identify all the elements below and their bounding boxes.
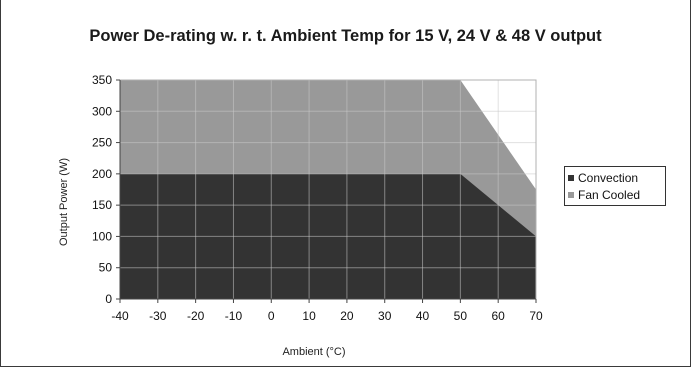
y-tick-label: 250 bbox=[92, 136, 112, 150]
x-tick-label: 20 bbox=[340, 309, 354, 323]
x-tick-label: -30 bbox=[149, 309, 167, 323]
y-tick-label: 200 bbox=[92, 167, 112, 181]
x-tick-label: -20 bbox=[187, 309, 205, 323]
x-tick-label: 40 bbox=[416, 309, 430, 323]
x-tick-label: 70 bbox=[529, 309, 543, 323]
x-tick-label: 60 bbox=[492, 309, 506, 323]
legend-swatch-fan-cooled bbox=[568, 191, 574, 198]
legend-item-fan-cooled: Fan Cooled bbox=[568, 186, 662, 203]
y-tick-label: 300 bbox=[92, 104, 112, 118]
axes bbox=[116, 79, 537, 303]
gridlines bbox=[119, 79, 537, 300]
series-areas bbox=[120, 80, 536, 299]
chart-legend: Convection Fan Cooled bbox=[564, 166, 666, 206]
x-tick-label: 10 bbox=[302, 309, 316, 323]
x-tick-label: -10 bbox=[225, 309, 243, 323]
legend-swatch-convection bbox=[568, 174, 574, 181]
y-tick-label: 50 bbox=[99, 261, 113, 275]
y-tick-label: 0 bbox=[105, 292, 112, 306]
x-tick-label: 0 bbox=[268, 309, 275, 323]
x-tick-label: 30 bbox=[378, 309, 392, 323]
x-tick-label: 50 bbox=[454, 309, 468, 323]
x-tick-label: -40 bbox=[111, 309, 129, 323]
legend-label-fan-cooled: Fan Cooled bbox=[578, 187, 641, 202]
tick-labels: 0 50 100 150 200 250 300 350 -40 -30 -20 -10 0 10 20 30… bbox=[92, 73, 543, 323]
chart-title: Power De-rating w. r. t. Ambient Temp fo… bbox=[89, 27, 602, 45]
legend-item-convection: Convection bbox=[568, 169, 662, 186]
legend-label-convection: Convection bbox=[578, 170, 639, 185]
y-tick-label: 150 bbox=[92, 198, 112, 212]
y-tick-label: 100 bbox=[92, 229, 112, 243]
y-tick-label: 350 bbox=[92, 73, 112, 87]
y-axis-label: Output Power (W) bbox=[58, 158, 70, 246]
x-axis-label: Ambient (°C) bbox=[282, 346, 345, 358]
